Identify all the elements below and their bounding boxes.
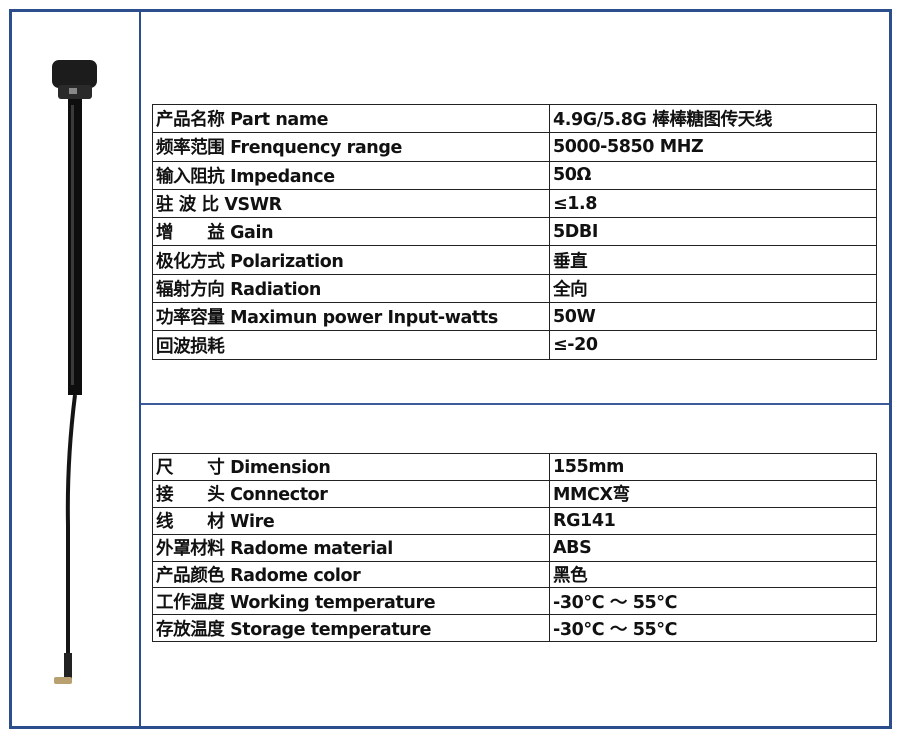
spec-value: 全向 bbox=[549, 273, 877, 304]
spec-label: 极化方式 Polarization bbox=[152, 245, 550, 275]
table-row: 驻 波 比 VSWR ≤1.8 bbox=[152, 188, 877, 219]
spec-label: 频率范围 Frenquency range bbox=[152, 132, 550, 162]
spec-label: 尺 寸 Dimension bbox=[152, 453, 550, 481]
table-row: 工作温度 Working temperature -30℃ ～ 55℃ bbox=[152, 587, 877, 616]
spec-label: 驻 波 比 VSWR bbox=[152, 188, 550, 219]
spec-value: ABS bbox=[549, 533, 877, 562]
vertical-divider bbox=[139, 12, 141, 726]
table-row: 输入阻抗 Impedance 50Ω bbox=[152, 160, 877, 190]
horizontal-divider bbox=[141, 403, 889, 405]
table-row: 极化方式 Polarization 垂直 bbox=[152, 245, 877, 275]
spec-value: 50W bbox=[549, 302, 877, 332]
table-row: 回波损耗 ≤-20 bbox=[152, 330, 877, 360]
antenna-tube bbox=[68, 99, 82, 395]
spec-label: 线 材 Wire bbox=[152, 506, 550, 535]
table-row: 频率范围 Frenquency range 5000-5850 MHZ bbox=[152, 132, 877, 162]
spec-label: 接 头 Connector bbox=[152, 479, 550, 508]
spec-value: 黑色 bbox=[549, 560, 877, 589]
spec-label: 产品名称 Part name bbox=[152, 103, 550, 134]
spec-value: 垂直 bbox=[549, 245, 877, 275]
spec-value: MMCX弯 bbox=[549, 479, 877, 508]
spec-label: 存放温度 Storage temperature bbox=[152, 614, 550, 643]
spec-value: 50Ω bbox=[549, 160, 877, 190]
connector-boot bbox=[64, 653, 72, 679]
antenna-cap bbox=[52, 60, 97, 88]
spec-value: ≤-20 bbox=[549, 330, 877, 360]
table-row: 外罩材料 Radome material ABS bbox=[152, 533, 877, 562]
table-row: 存放温度 Storage temperature -30℃ ～ 55℃ bbox=[152, 614, 877, 643]
table-row: 产品颜色 Radome color 黑色 bbox=[152, 560, 877, 589]
table-row: 尺 寸 Dimension 155mm bbox=[152, 453, 877, 481]
table-row: 接 头 Connector MMCX弯 bbox=[152, 479, 877, 508]
spec-value: -30℃ ～ 55℃ bbox=[549, 587, 877, 616]
table-row: 产品名称 Part name 4.9G/5.8G 棒棒糖图传天线 bbox=[152, 103, 877, 134]
spec-label: 输入阻抗 Impedance bbox=[152, 160, 550, 190]
antenna-cable bbox=[65, 394, 77, 675]
mmcx-connector bbox=[54, 677, 72, 684]
page-frame bbox=[9, 9, 892, 729]
spec-label: 回波损耗 bbox=[152, 330, 550, 360]
spec-table-electrical: 产品名称 Part name 4.9G/5.8G 棒棒糖图传天线 频率范围 Fre… bbox=[152, 103, 877, 360]
spec-label: 功率容量 Maximun power Input-watts bbox=[152, 302, 550, 332]
spec-value: 5DBI bbox=[549, 217, 877, 247]
antenna-mount bbox=[69, 88, 77, 94]
spec-label: 辐射方向 Radiation bbox=[152, 273, 550, 304]
spec-label: 工作温度 Working temperature bbox=[152, 587, 550, 616]
spec-value: -30℃ ～ 55℃ bbox=[549, 614, 877, 643]
spec-value: 5000-5850 MHZ bbox=[549, 132, 877, 162]
spec-value: 155mm bbox=[549, 453, 877, 481]
table-row: 增 益 Gain 5DBI bbox=[152, 217, 877, 247]
table-row: 功率容量 Maximun power Input-watts 50W bbox=[152, 302, 877, 332]
spec-value: RG141 bbox=[549, 506, 877, 535]
spec-label: 外罩材料 Radome material bbox=[152, 533, 550, 562]
spec-label: 增 益 Gain bbox=[152, 217, 550, 247]
table-row: 辐射方向 Radiation 全向 bbox=[152, 273, 877, 304]
spec-table-physical: 尺 寸 Dimension 155mm 接 头 Connector MMCX弯 线 … bbox=[152, 453, 877, 643]
antenna-image bbox=[52, 60, 97, 684]
spec-value: 4.9G/5.8G 棒棒糖图传天线 bbox=[549, 103, 877, 134]
table-row: 线 材 Wire RG141 bbox=[152, 506, 877, 535]
spec-value: ≤1.8 bbox=[549, 188, 877, 219]
spec-label: 产品颜色 Radome color bbox=[152, 560, 550, 589]
